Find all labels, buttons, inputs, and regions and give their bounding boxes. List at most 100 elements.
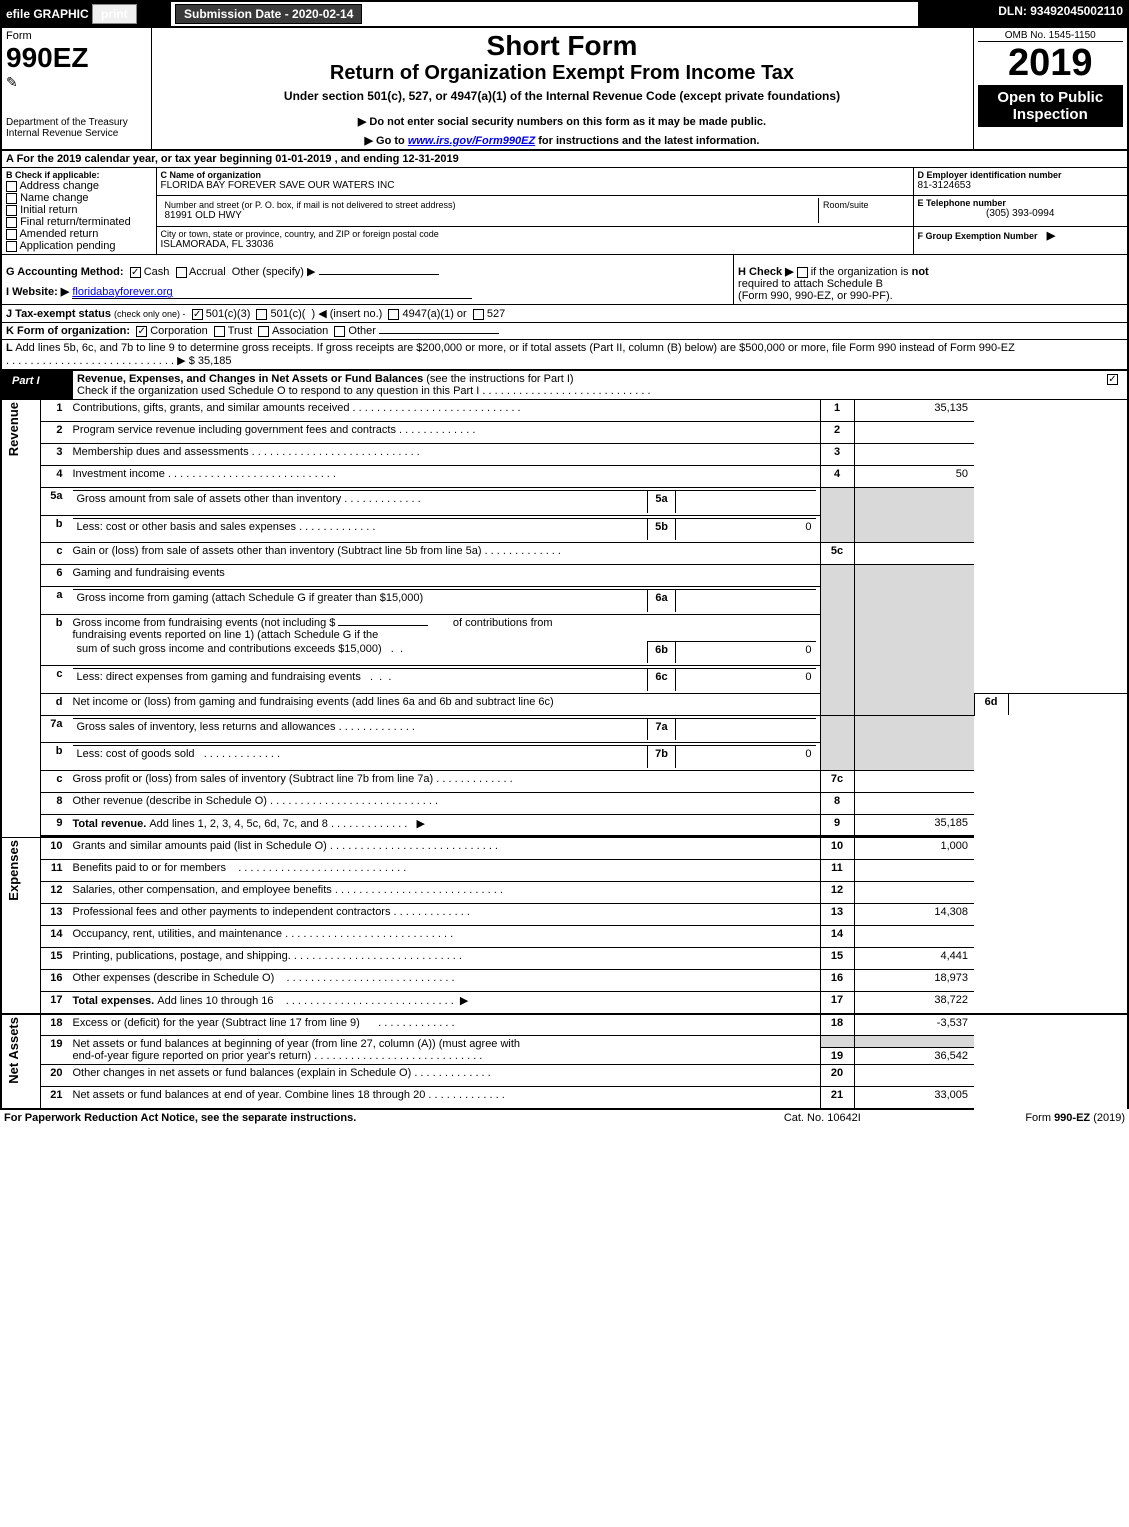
line-13: 13Professional fees and other payments t… [1, 904, 1128, 926]
line-6d-amt [1008, 693, 1128, 715]
chk-trust[interactable] [214, 326, 225, 337]
d-label: D Employer identification number [918, 170, 1124, 180]
line-18-amt: -3,537 [854, 1014, 974, 1036]
k-other-field[interactable] [379, 333, 499, 334]
chk-501c[interactable] [256, 309, 267, 320]
line-9-amt: 35,185 [854, 814, 974, 836]
b-item-4: Amended return [19, 228, 98, 240]
submission-date-button[interactable]: Submission Date - 2020-02-14 [175, 4, 362, 24]
k-assoc: Association [272, 325, 328, 337]
line-6b-l2: fundraising events reported on line 1) (… [73, 629, 379, 641]
part-i-check-label: Check if the organization used Schedule … [77, 385, 479, 397]
chk-initial-return[interactable] [6, 205, 17, 216]
short-form-title: Short Form [156, 30, 969, 62]
chk-501c3[interactable] [192, 309, 203, 320]
line-18-text: Excess or (deficit) for the year (Subtra… [73, 1017, 360, 1029]
chk-corp[interactable] [136, 326, 147, 337]
line-9-text: Add lines 1, 2, 3, 4, 5c, 6d, 7c, and 8 [149, 818, 328, 830]
chk-accrual[interactable] [176, 267, 187, 278]
line-10: Expenses 10Grants and similar amounts pa… [1, 838, 1128, 860]
chk-other-org[interactable] [334, 326, 345, 337]
j-501c-a: 501(c)( [271, 308, 306, 320]
chk-address-change[interactable] [6, 181, 17, 192]
chk-4947[interactable] [388, 309, 399, 320]
footer-form-num: 990-EZ [1054, 1112, 1090, 1124]
c-name-cell: C Name of organization FLORIDA BAY FOREV… [156, 168, 913, 195]
ein-value: 81-3124653 [918, 180, 1124, 191]
line-12-text: Salaries, other compensation, and employ… [73, 884, 332, 896]
line-17: 17 Total expenses. Add lines 10 through … [1, 992, 1128, 1014]
line-9: 9 Total revenue. Add lines 1, 2, 3, 4, 5… [1, 814, 1128, 836]
h-cell: H Check ▶ if the organization is not req… [734, 255, 1128, 304]
line-17-bold: Total expenses. [73, 995, 158, 1007]
chk-amended[interactable] [6, 229, 17, 240]
line-13-text: Professional fees and other payments to … [73, 906, 391, 918]
e-label: E Telephone number [918, 198, 1124, 208]
print-button[interactable]: print [92, 4, 137, 24]
b-item-5: Application pending [19, 240, 115, 252]
j-501c3: 501(c)(3) [206, 308, 251, 320]
line-5a-text: Gross amount from sale of assets other t… [77, 493, 342, 505]
subtitle: Under section 501(c), 527, or 4947(a)(1)… [156, 89, 969, 103]
line-8-amt [854, 792, 974, 814]
line-5b-inner: 0 [676, 518, 816, 540]
line-4: 4Investment income 450 [1, 466, 1128, 488]
dept-irs: Internal Revenue Service [6, 128, 147, 139]
chk-h[interactable] [797, 267, 808, 278]
room-label: Room/suite [823, 200, 905, 210]
k-trust: Trust [228, 325, 253, 337]
org-name: FLORIDA BAY FOREVER SAVE OUR WATERS INC [161, 180, 909, 191]
line-17-text: Add lines 10 through 16 [157, 995, 273, 1007]
line-6b-l3: sum of such gross income and contributio… [77, 643, 382, 655]
line-19-text: Net assets or fund balances at beginning… [73, 1038, 521, 1050]
part-i-label: Part I [6, 373, 46, 389]
line-12-amt [854, 882, 974, 904]
h-line2: required to attach Schedule B [738, 278, 883, 290]
line-7b-inner: 0 [676, 746, 816, 768]
omb-label: OMB No. 1545-1150 [978, 30, 1124, 42]
line-5a-inner [676, 491, 816, 513]
line-5c-text: Gain or (loss) from sale of assets other… [73, 545, 482, 557]
line-5a: 5a Gross amount from sale of assets othe… [1, 488, 1128, 516]
l-label: L [6, 342, 13, 354]
line-2-amt [854, 422, 974, 444]
goto-note: ▶ Go to www.irs.gov/Form990EZ for instru… [156, 134, 969, 147]
line-6a-inner [676, 590, 816, 612]
line-20-amt [854, 1065, 974, 1087]
expenses-label: Expenses [6, 840, 21, 901]
line-6a-text: Gross income from gaming (attach Schedul… [77, 592, 424, 604]
chk-cash[interactable] [130, 267, 141, 278]
efile-text: efile GRAPHIC [6, 7, 92, 21]
a-mid: calendar year, or tax year beginning [84, 153, 275, 165]
c-city-label: City or town, state or province, country… [161, 229, 909, 239]
chk-name-change[interactable] [6, 193, 17, 204]
chk-assoc[interactable] [258, 326, 269, 337]
line-15-text: Printing, publications, postage, and shi… [73, 950, 291, 962]
irs-link[interactable]: www.irs.gov/Form990EZ [408, 135, 535, 147]
chk-final-return[interactable] [6, 217, 17, 228]
line-21: 21Net assets or fund balances at end of … [1, 1087, 1128, 1109]
j-paren: (check only one) - [114, 309, 186, 319]
j-527: 527 [487, 308, 505, 320]
a-end: 12-31-2019 [402, 153, 458, 165]
line-19-amt: 36,542 [855, 1047, 975, 1064]
f-cell: F Group Exemption Number ▶ [913, 227, 1128, 255]
line-15: 15Printing, publications, postage, and s… [1, 948, 1128, 970]
chk-527[interactable] [473, 309, 484, 320]
return-title: Return of Organization Exempt From Incom… [156, 62, 969, 85]
j-block: J Tax-exempt status (check only one) - 5… [0, 304, 1129, 322]
chk-schedule-o[interactable] [1107, 374, 1118, 385]
line-6b-inner: 0 [676, 641, 816, 663]
line-20: 20Other changes in net assets or fund ba… [1, 1065, 1128, 1087]
part-i-title: Revenue, Expenses, and Changes in Net As… [77, 373, 423, 385]
line-20-text: Other changes in net assets or fund bala… [73, 1067, 412, 1079]
line-7a-text: Gross sales of inventory, less returns a… [77, 721, 336, 733]
line-6b-field[interactable] [338, 625, 428, 626]
website-link[interactable]: floridabayforever.org [72, 286, 472, 299]
chk-pending[interactable] [6, 241, 17, 252]
g-other-field[interactable] [319, 274, 439, 275]
line-2: 2Program service revenue including gover… [1, 422, 1128, 444]
f-arrow: ▶ [1047, 230, 1055, 242]
line-7c-text: Gross profit or (loss) from sales of inv… [73, 773, 434, 785]
line-1: Revenue 1 Contributions, gifts, grants, … [1, 400, 1128, 422]
